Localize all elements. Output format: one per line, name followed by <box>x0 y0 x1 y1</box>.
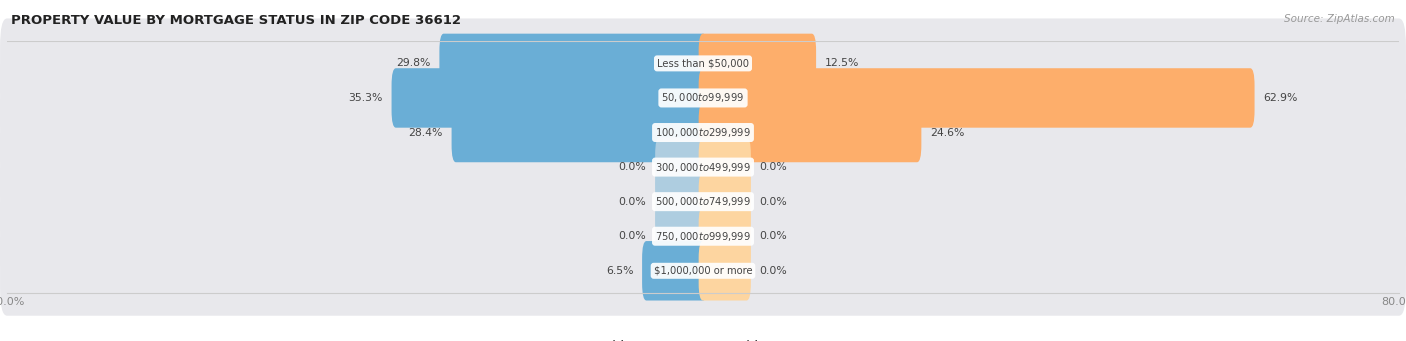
FancyBboxPatch shape <box>0 191 1406 281</box>
Text: Source: ZipAtlas.com: Source: ZipAtlas.com <box>1284 14 1395 24</box>
Legend: Without Mortgage, With Mortgage: Without Mortgage, With Mortgage <box>579 336 827 341</box>
Text: 28.4%: 28.4% <box>409 128 443 137</box>
Text: $100,000 to $299,999: $100,000 to $299,999 <box>655 126 751 139</box>
Text: 0.0%: 0.0% <box>619 197 647 207</box>
Text: 0.0%: 0.0% <box>759 231 787 241</box>
FancyBboxPatch shape <box>0 157 1406 247</box>
FancyBboxPatch shape <box>0 88 1406 177</box>
Text: 29.8%: 29.8% <box>396 58 430 69</box>
FancyBboxPatch shape <box>451 103 707 162</box>
Text: $50,000 to $99,999: $50,000 to $99,999 <box>661 91 745 104</box>
Text: 0.0%: 0.0% <box>619 231 647 241</box>
Text: 12.5%: 12.5% <box>825 58 859 69</box>
FancyBboxPatch shape <box>699 103 921 162</box>
FancyBboxPatch shape <box>0 122 1406 212</box>
FancyBboxPatch shape <box>655 137 707 197</box>
FancyBboxPatch shape <box>655 172 707 232</box>
FancyBboxPatch shape <box>391 68 707 128</box>
FancyBboxPatch shape <box>699 207 751 266</box>
FancyBboxPatch shape <box>0 18 1406 108</box>
Text: $500,000 to $749,999: $500,000 to $749,999 <box>655 195 751 208</box>
Text: PROPERTY VALUE BY MORTGAGE STATUS IN ZIP CODE 36612: PROPERTY VALUE BY MORTGAGE STATUS IN ZIP… <box>11 14 461 27</box>
Text: 6.5%: 6.5% <box>606 266 633 276</box>
Text: 0.0%: 0.0% <box>619 162 647 172</box>
FancyBboxPatch shape <box>655 207 707 266</box>
FancyBboxPatch shape <box>699 172 751 232</box>
Text: 24.6%: 24.6% <box>929 128 965 137</box>
FancyBboxPatch shape <box>699 68 1254 128</box>
Text: 0.0%: 0.0% <box>759 162 787 172</box>
FancyBboxPatch shape <box>0 226 1406 316</box>
FancyBboxPatch shape <box>0 53 1406 143</box>
FancyBboxPatch shape <box>643 241 707 300</box>
Text: Less than $50,000: Less than $50,000 <box>657 58 749 69</box>
Text: 62.9%: 62.9% <box>1263 93 1298 103</box>
Text: $1,000,000 or more: $1,000,000 or more <box>654 266 752 276</box>
Text: $750,000 to $999,999: $750,000 to $999,999 <box>655 230 751 243</box>
FancyBboxPatch shape <box>699 241 751 300</box>
Text: 0.0%: 0.0% <box>759 197 787 207</box>
FancyBboxPatch shape <box>699 34 815 93</box>
FancyBboxPatch shape <box>699 137 751 197</box>
Text: 35.3%: 35.3% <box>349 93 382 103</box>
FancyBboxPatch shape <box>440 34 707 93</box>
Text: 0.0%: 0.0% <box>759 266 787 276</box>
Text: $300,000 to $499,999: $300,000 to $499,999 <box>655 161 751 174</box>
